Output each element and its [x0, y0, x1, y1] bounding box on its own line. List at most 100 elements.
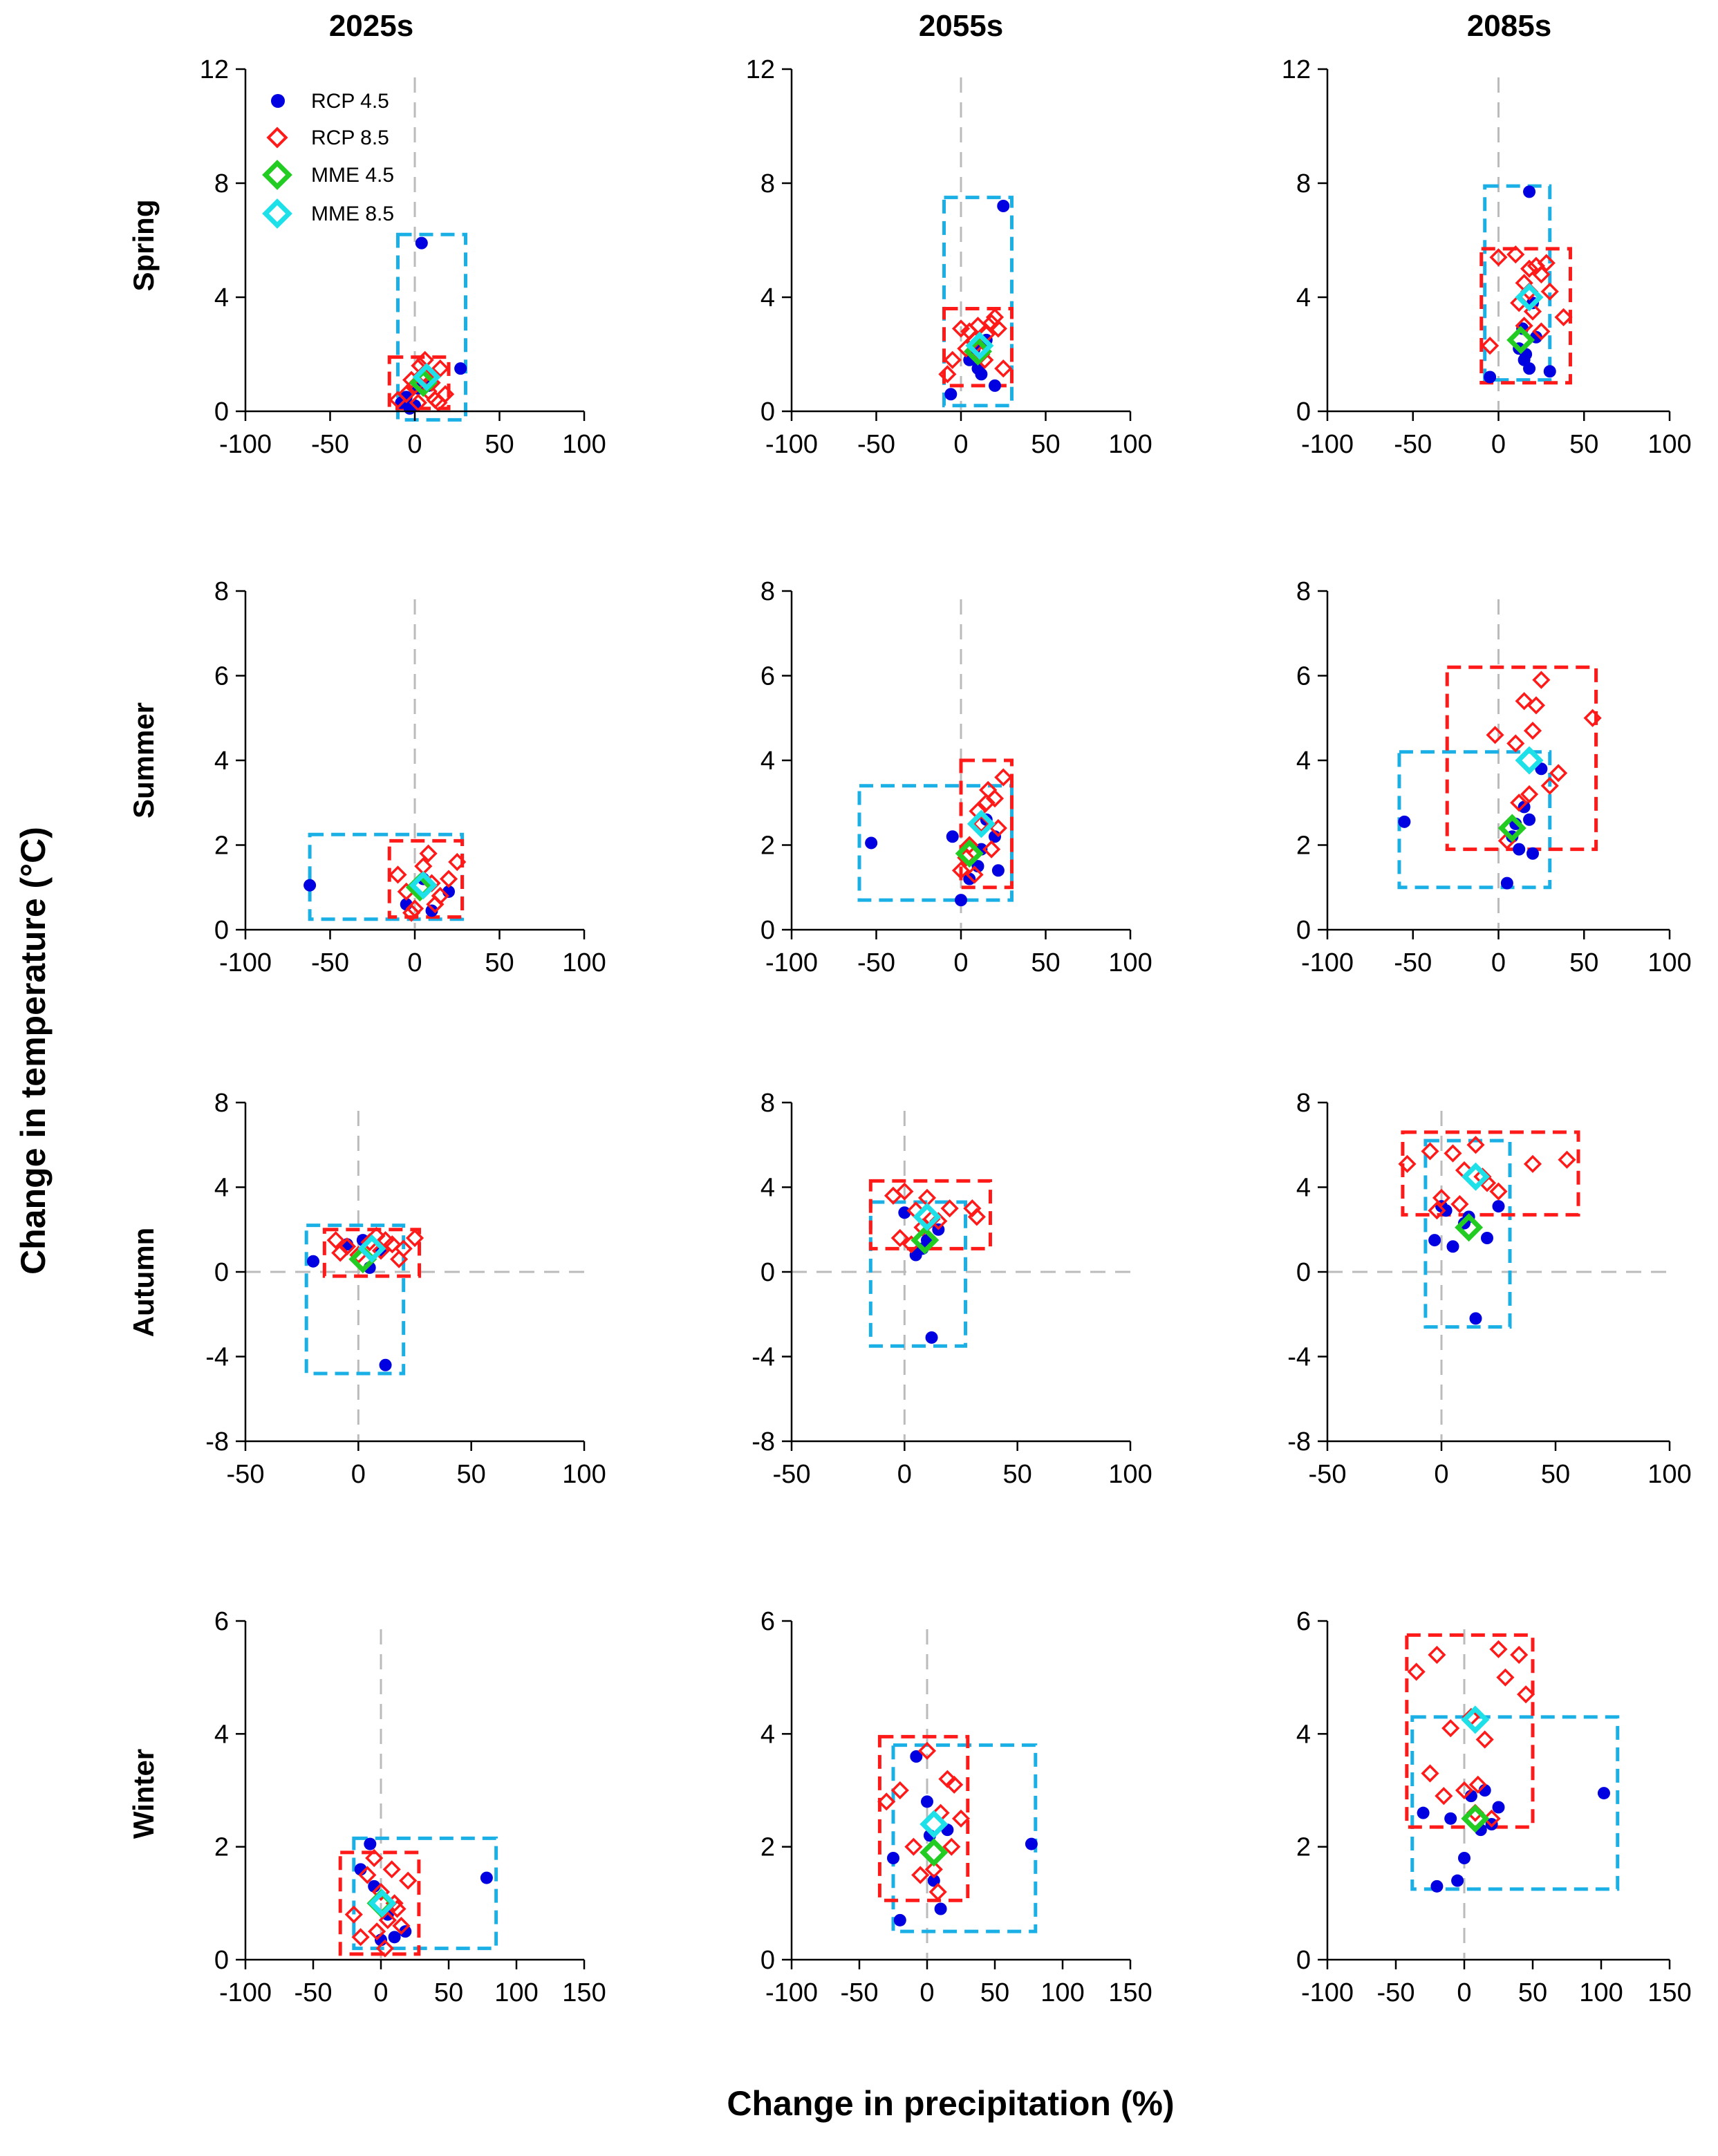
y-tick-label: 0 [760, 1258, 775, 1287]
point-rcp85 [1466, 1136, 1485, 1154]
point-rcp85 [877, 1792, 896, 1811]
y-tick-label: 8 [760, 577, 775, 606]
point-rcp85 [344, 1905, 363, 1924]
x-tick-label: 50 [1569, 430, 1598, 459]
point-rcp45 [379, 1358, 392, 1371]
range-box-rcp85 [1401, 1130, 1580, 1217]
y-tick-label: 2 [1296, 1833, 1311, 1862]
point-rcp45 [934, 1902, 947, 1915]
panel-spring-2085s: -100 -50 0 50 100 0 4 8 12 [1282, 55, 1692, 459]
y-tick-label: 0 [760, 1946, 775, 1975]
point-mme85 [1515, 746, 1544, 775]
point-rcp85 [1510, 1645, 1529, 1665]
y-tick-label: 0 [1296, 1946, 1311, 1975]
point-rcp85 [1558, 1150, 1576, 1169]
y-tick-label: 0 [214, 1258, 229, 1287]
x-tick-label: -50 [841, 1978, 879, 2007]
column-title-2025s: 2025s [329, 9, 413, 43]
point-rcp85 [1523, 1154, 1542, 1173]
point-rcp85 [994, 768, 1013, 787]
x-tick-label: 0 [953, 948, 968, 977]
point-rcp85 [399, 1871, 418, 1890]
x-tick-label: 0 [407, 430, 422, 459]
point-rcp45 [307, 1255, 319, 1268]
point-rcp85 [951, 861, 971, 880]
range-box-rcp45 [352, 1836, 498, 1951]
y-tick-label: 0 [214, 916, 229, 945]
y-tick-label: 8 [214, 577, 229, 606]
point-rcp85 [1473, 1168, 1492, 1186]
point-rcp85 [951, 319, 971, 338]
point-mme85 [368, 1888, 397, 1918]
y-tick-label: 8 [1296, 577, 1311, 606]
legend-marker-rcp85 [266, 126, 288, 149]
x-tick-label: 50 [980, 1978, 1009, 2007]
point-rcp45 [1492, 1200, 1505, 1213]
y-tick-label: 0 [760, 916, 775, 945]
point-rcp85 [965, 865, 984, 884]
point-rcp85 [1532, 265, 1551, 284]
y-tick-label: 0 [214, 1946, 229, 1975]
point-rcp45 [425, 904, 438, 917]
point-rcp85 [969, 317, 987, 335]
point-rcp45 [997, 200, 1010, 212]
y-tick-label: 0 [1296, 1258, 1311, 1287]
point-mme85 [967, 809, 996, 838]
point-rcp45 [1417, 1806, 1430, 1819]
point-rcp45 [304, 879, 317, 892]
point-rcp85 [1432, 1188, 1451, 1207]
x-tick-label: 0 [373, 1978, 388, 2007]
y-tick-label: 4 [760, 1174, 775, 1203]
point-rcp85 [1421, 1142, 1439, 1161]
point-rcp45 [480, 1871, 493, 1884]
point-rcp85 [389, 865, 407, 884]
point-rcp85 [924, 1860, 943, 1879]
y-tick-label: 8 [1296, 169, 1311, 198]
point-rcp85 [331, 1244, 350, 1262]
x-tick-label: 50 [457, 1460, 486, 1489]
point-rcp85 [911, 1866, 930, 1884]
x-tick-label: 0 [897, 1460, 912, 1489]
point-rcp45 [1444, 1812, 1457, 1825]
point-rcp85 [1441, 1719, 1460, 1738]
point-rcp85 [416, 350, 434, 369]
range-box-rcp85 [387, 838, 465, 919]
point-rcp85 [928, 1882, 947, 1902]
point-rcp45 [1597, 1787, 1610, 1800]
point-rcp85 [979, 780, 998, 799]
point-rcp45 [925, 1331, 938, 1344]
point-rcp85 [1421, 1764, 1439, 1783]
y-tick-label: 6 [1296, 1607, 1311, 1636]
x-tick-label: 0 [1491, 430, 1506, 459]
point-rcp85 [938, 365, 957, 384]
point-mme85 [357, 1234, 386, 1263]
point-rcp45 [1526, 847, 1539, 860]
point-mme45 [955, 839, 984, 868]
point-rcp85 [994, 359, 1013, 378]
point-rcp45 [1430, 1880, 1444, 1893]
point-rcp45 [1492, 1801, 1505, 1814]
point-rcp85 [890, 1781, 909, 1800]
range-box-rcp45 [1410, 1715, 1620, 1891]
x-tick-label: 100 [562, 1460, 606, 1489]
row-title-spring: Spring [127, 200, 160, 292]
x-tick-label: 100 [562, 430, 606, 459]
x-tick-label: -50 [295, 1978, 333, 2007]
x-tick-label: -100 [1301, 1978, 1354, 2007]
x-tick-label: 100 [1108, 430, 1152, 459]
x-tick-label: 50 [1031, 948, 1060, 977]
point-rcp45 [955, 894, 967, 907]
point-rcp85 [989, 319, 1007, 338]
point-rcp85 [1482, 1809, 1501, 1828]
point-rcp45 [921, 1795, 933, 1808]
point-rcp85 [967, 1208, 986, 1226]
y-tick-label: 6 [760, 662, 775, 691]
point-rcp85 [890, 1228, 909, 1248]
x-tick-label: 100 [562, 948, 606, 977]
point-rcp85 [945, 1775, 964, 1794]
point-rcp85 [375, 1939, 394, 1958]
point-rcp45 [415, 236, 428, 250]
point-rcp45 [910, 1750, 923, 1763]
x-tick-label: -50 [773, 1460, 811, 1489]
point-rcp85 [917, 1741, 937, 1760]
